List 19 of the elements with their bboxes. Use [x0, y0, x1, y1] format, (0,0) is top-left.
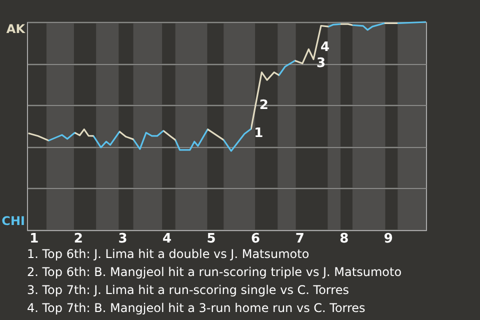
annotation: 4 — [320, 40, 330, 55]
text: 3. Top 7th: J. Lima hit a run-scoring single vs C. Torres — [27, 283, 349, 297]
x-tick-label: 4 — [162, 232, 172, 246]
x-tick-label: 6 — [251, 232, 260, 246]
text: CHI — [2, 214, 25, 228]
x-tick-label: 2 — [74, 232, 83, 246]
x-tick-label: 1 — [30, 232, 39, 246]
x-tick-label: 5 — [206, 232, 216, 246]
annotation: 1 — [254, 126, 264, 141]
x-tick-label: 7 — [295, 232, 304, 246]
annotation: 3 — [316, 56, 326, 72]
annotation: 2 — [259, 98, 268, 114]
x-tick-label: 8 — [340, 232, 349, 246]
x-tick-label: 9 — [384, 232, 393, 246]
text: 4. Top 7th: B. Mangjeol hit a 3-run home run vs C. Torres — [27, 301, 366, 315]
x-tick-label: 3 — [118, 232, 128, 246]
text: 2. Top 6th: B. Mangjeol hit a run-scoring triple vs J. Matsumoto — [27, 265, 402, 279]
text: AK — [6, 22, 26, 36]
text: 1. Top 6th: J. Lima hit a double vs J. Matsumoto — [27, 247, 310, 261]
